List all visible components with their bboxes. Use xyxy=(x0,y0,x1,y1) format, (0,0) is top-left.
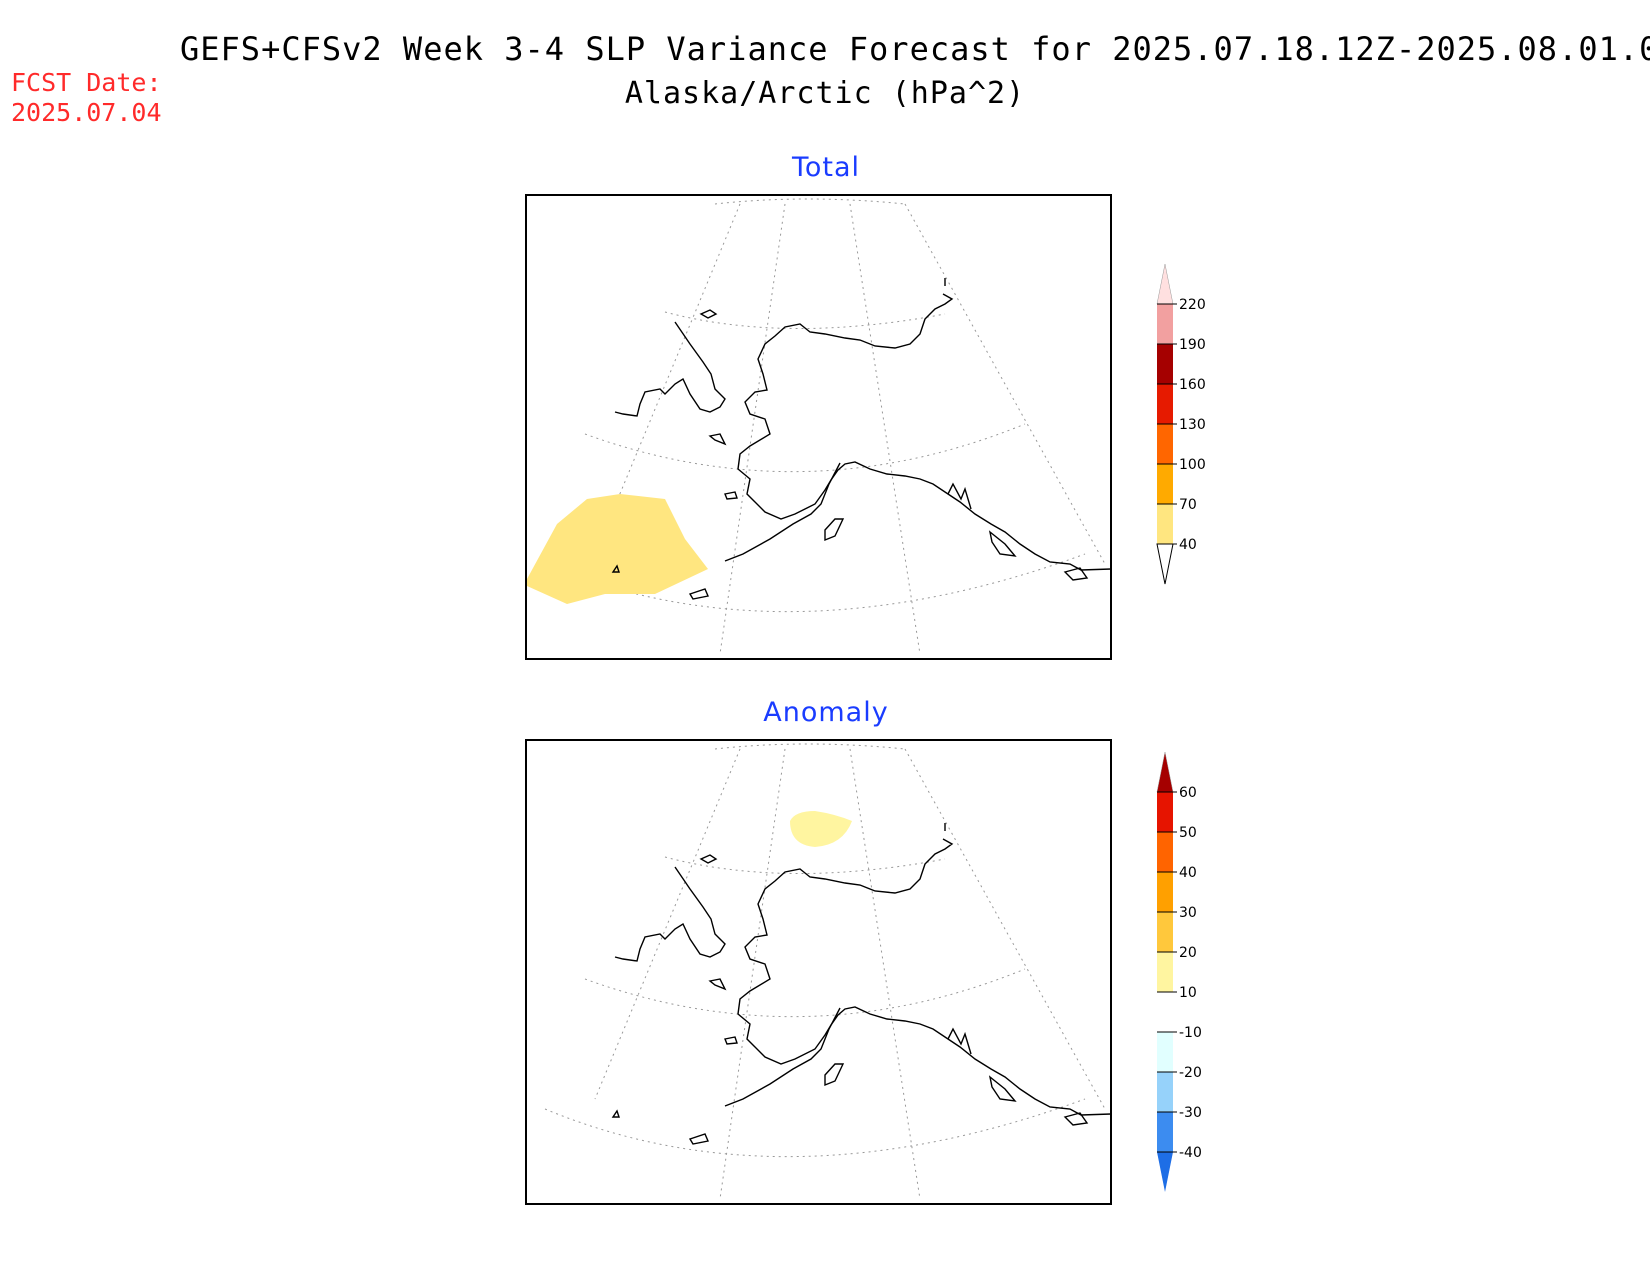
colorbar-segment xyxy=(1157,1032,1173,1072)
colorbar-tick-label: 160 xyxy=(1179,377,1206,393)
colorbar-segment xyxy=(1157,832,1173,872)
subtitle: Alaska/Arctic (hPa^2) xyxy=(624,76,1026,111)
colorbar-top-arrow xyxy=(1156,751,1174,793)
coastline xyxy=(611,278,1112,600)
total-shaded-region xyxy=(527,494,708,604)
colorbar-tick-label: 40 xyxy=(1179,865,1197,881)
anomaly-colorbar: -40 -30 -20 -10 10 20 30 40 50 60 xyxy=(1156,751,1202,1192)
total-map xyxy=(525,194,1112,660)
colorbar-segment xyxy=(1157,1112,1173,1152)
colorbar-segment xyxy=(1157,384,1173,424)
colorbar-tick-label: 60 xyxy=(1179,785,1197,801)
colorbar-segment xyxy=(1157,792,1173,832)
colorbar-tick-label: 50 xyxy=(1179,825,1197,841)
colorbar-segment xyxy=(1157,464,1173,504)
colorbar-tick-label: -10 xyxy=(1179,1025,1202,1041)
colorbar-tick-label: 100 xyxy=(1179,457,1206,473)
colorbar-segment xyxy=(1157,344,1173,384)
colorbar-tick-label: 40 xyxy=(1179,537,1197,553)
colorbar-tick-label: 220 xyxy=(1179,297,1206,313)
colorbar-tick-label: 130 xyxy=(1179,417,1206,433)
colorbar-bottom-arrow xyxy=(1156,543,1174,585)
colorbar-tick-label: 30 xyxy=(1179,905,1197,921)
total-colorbar: 40 70 100 130 160 190 220 xyxy=(1156,263,1206,585)
colorbar-tick-label: -40 xyxy=(1179,1145,1202,1161)
colorbar-segment xyxy=(1157,992,1173,1032)
colorbar-segment xyxy=(1157,424,1173,464)
colorbar-tick-label: -20 xyxy=(1179,1065,1202,1081)
colorbar-tick-label: 10 xyxy=(1179,985,1197,1001)
colorbar-top-arrow xyxy=(1156,263,1174,305)
coastline xyxy=(611,823,1112,1145)
colorbar-tick-label: -30 xyxy=(1179,1105,1202,1121)
forecast-date-label: FCST Date: xyxy=(11,68,162,97)
colorbar-segment xyxy=(1157,872,1173,912)
anomaly-panel-title: Anomaly xyxy=(763,697,889,728)
map-frame xyxy=(525,739,1112,1205)
colorbar-bottom-arrow xyxy=(1157,1152,1173,1192)
colorbar-tick-label: 20 xyxy=(1179,945,1197,961)
anomaly-map xyxy=(525,739,1112,1205)
colorbar-segment xyxy=(1157,504,1173,544)
colorbar-tick-label: 70 xyxy=(1179,497,1197,513)
colorbar-segment xyxy=(1157,912,1173,952)
colorbar-segment xyxy=(1157,1072,1173,1112)
graticule xyxy=(544,743,1106,1200)
colorbar-segment xyxy=(1157,304,1173,344)
anomaly-shaded-region xyxy=(790,811,852,847)
forecast-date-value: 2025.07.04 xyxy=(11,98,162,127)
graticule xyxy=(544,198,1106,655)
total-panel-title: Total xyxy=(791,152,861,183)
main-title: GEFS+CFSv2 Week 3-4 SLP Variance Forecas… xyxy=(180,30,1650,68)
colorbar-segment xyxy=(1157,952,1173,992)
colorbar-tick-label: 190 xyxy=(1179,337,1206,353)
